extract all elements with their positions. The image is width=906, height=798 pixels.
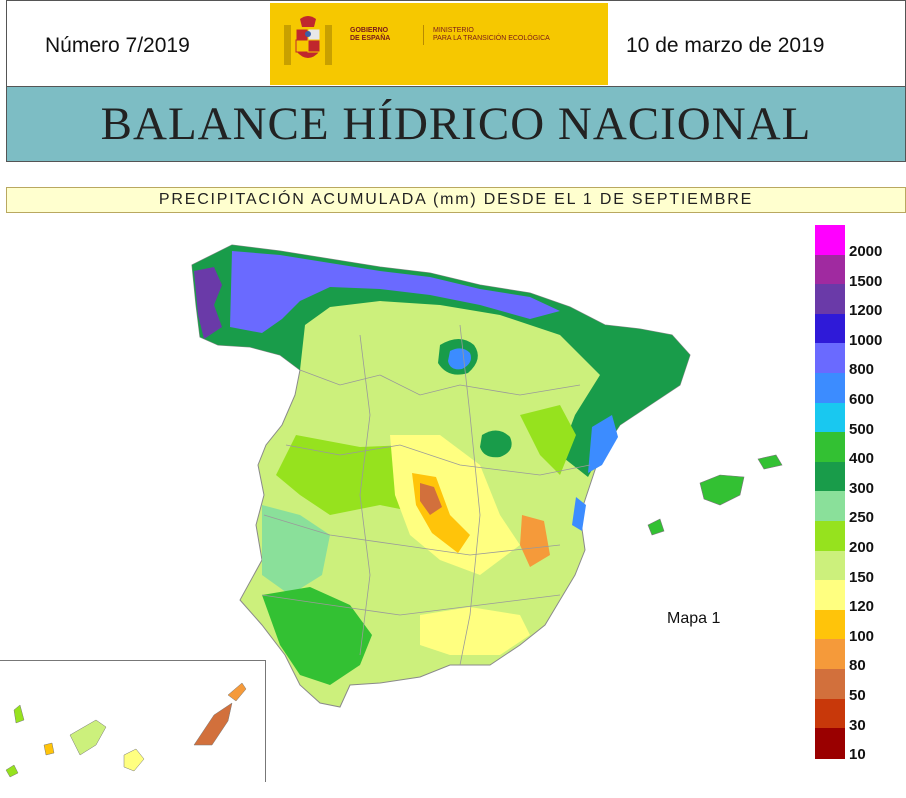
legend-swatch	[815, 698, 845, 730]
east-coast-blue	[588, 415, 618, 473]
legend-swatch	[815, 521, 845, 552]
legend-swatch	[815, 550, 845, 582]
legend-label: 30	[849, 716, 866, 734]
legend-label: 300	[849, 479, 875, 497]
legend-swatch	[815, 402, 845, 434]
southwest-green	[262, 587, 372, 685]
northern-wet-zone	[192, 245, 690, 477]
province-borders	[261, 324, 591, 666]
menorca	[757, 454, 783, 470]
canary-inset-frame	[0, 660, 266, 782]
legend-swatch	[815, 313, 845, 345]
legend-swatch	[815, 669, 845, 700]
precipitation-map	[5, 244, 783, 778]
legend-label: 800	[849, 361, 875, 379]
galicia-purple	[194, 267, 222, 339]
central-ellipse	[480, 430, 512, 458]
legend-label: 120	[849, 598, 875, 616]
legend-swatch	[815, 461, 845, 493]
page-title: BALANCE HÍDRICO NACIONAL	[100, 98, 812, 150]
government-label: GOBIERNO DE ESPAÑA	[350, 27, 391, 42]
legend-swatch	[815, 225, 845, 256]
legend-swatch	[815, 343, 845, 374]
legend-swatch	[815, 373, 845, 404]
ministry-label: MINISTERIO PARA LA TRANSICIÓN ECOLÓGICA	[433, 27, 550, 42]
coat-of-arms-icon	[284, 16, 332, 65]
legend-swatch	[815, 609, 845, 641]
legend-swatch	[815, 728, 845, 759]
western-green	[262, 505, 330, 595]
legend-label: 400	[849, 450, 875, 468]
legend-label: 1500	[849, 272, 883, 290]
logo-separator	[423, 25, 424, 45]
subtitle-bar: PRECIPITACIÓN ACUMULADA (mm) DESDE EL 1 …	[6, 187, 906, 213]
legend-swatch	[815, 432, 845, 463]
legend-swatch	[815, 284, 845, 315]
legend-label: 1000	[849, 331, 883, 349]
legend-label: 2000	[849, 243, 883, 260]
legend-label: 100	[849, 627, 875, 645]
cantabrian-blue	[230, 251, 560, 333]
south-yellow	[420, 607, 530, 655]
precipitation-legend: 2000 1500 1200 1000 800 600 500 400 300 250 200 150…	[815, 225, 906, 765]
valencia-blue	[572, 497, 586, 531]
issue-date: 10 de marzo de 2019	[626, 34, 825, 57]
legend-label: 500	[849, 420, 875, 438]
legend-label: 50	[849, 687, 866, 704]
legend-label: 10	[849, 746, 866, 764]
legend-label: 250	[849, 509, 875, 527]
legend-swatch	[815, 639, 845, 670]
legend-swatch	[815, 254, 845, 286]
east-orange	[520, 515, 550, 567]
legend-swatch	[815, 491, 845, 522]
canary-islands	[5, 682, 247, 778]
north-ellipse-inner	[448, 348, 471, 370]
ibiza	[647, 518, 665, 536]
legend-label: 80	[849, 657, 866, 675]
central-yellow	[390, 435, 520, 575]
map-label: Mapa 1	[667, 610, 721, 627]
government-logo: GOBIERNO DE ESPAÑA MINISTERIO PARA LA TR…	[270, 3, 608, 85]
legend-label: 200	[849, 539, 875, 556]
ebro-green	[520, 405, 576, 475]
legend-label: 150	[849, 568, 875, 586]
map-subtitle: PRECIPITACIÓN ACUMULADA (mm) DESDE EL 1 …	[158, 191, 754, 208]
legend-swatch	[815, 580, 845, 611]
legend-label: 1200	[849, 302, 883, 320]
title-banner: BALANCE HÍDRICO NACIONAL	[6, 86, 906, 162]
mallorca	[699, 474, 745, 506]
header: Número 7/2019 GOBIERNO DE ESPAÑA MINISTE…	[6, 0, 906, 86]
issue-number: Número 7/2019	[45, 34, 190, 57]
legend-label: 600	[849, 391, 875, 408]
central-dry-core	[420, 483, 442, 515]
